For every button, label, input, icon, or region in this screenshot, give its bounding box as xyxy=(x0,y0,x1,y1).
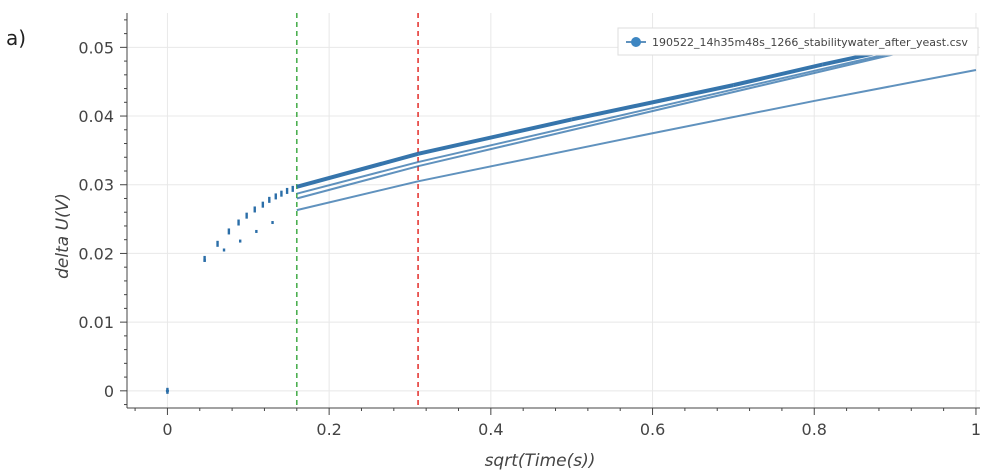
y-tick-label: 0.04 xyxy=(78,107,114,126)
x-axis-title: sqrt(Time(s)) xyxy=(485,451,596,470)
data-segment xyxy=(296,180,419,212)
data-point xyxy=(227,228,231,235)
y-axis-title: delta U(V) xyxy=(53,193,73,279)
data-point xyxy=(245,212,248,219)
data-segment xyxy=(296,165,419,200)
legend-entry-label: 190522_14h35m48s_1266_stabilitywater_aft… xyxy=(652,36,968,49)
data-point xyxy=(216,240,219,247)
data-segment xyxy=(814,69,977,102)
panel-label: a) xyxy=(6,26,27,50)
y-tick-label: 0.05 xyxy=(78,38,114,57)
reference-lines xyxy=(295,13,419,408)
series-layer xyxy=(165,29,977,394)
data-point xyxy=(274,193,277,200)
data-point xyxy=(291,185,294,192)
y-tick-label: 0.02 xyxy=(78,244,114,263)
data-point xyxy=(261,201,265,208)
data-point xyxy=(255,229,258,233)
data-point xyxy=(285,187,289,194)
data-segment xyxy=(417,34,977,168)
data-segment xyxy=(652,99,815,135)
y-tick-label: 0 xyxy=(104,382,114,401)
x-tick-label: 0.4 xyxy=(478,420,503,439)
x-tick-label: 0.6 xyxy=(640,420,665,439)
y-tick-label: 0.01 xyxy=(78,313,114,332)
legend: 190522_14h35m48s_1266_stabilitywater_aft… xyxy=(617,27,979,56)
data-point xyxy=(237,219,240,226)
data-point xyxy=(222,248,226,252)
data-point xyxy=(253,206,256,213)
x-tick-label: 0.8 xyxy=(802,420,827,439)
data-segment xyxy=(732,62,823,88)
data-point xyxy=(280,190,283,197)
data-point xyxy=(203,258,206,262)
legend-box xyxy=(617,27,979,56)
x-tick-label: 1 xyxy=(971,420,981,439)
data-segment xyxy=(296,161,419,195)
x-tick-label: 0 xyxy=(162,420,172,439)
data-point xyxy=(268,196,271,203)
data-segment xyxy=(571,83,734,122)
data-point xyxy=(165,389,170,393)
data-segment xyxy=(296,151,419,189)
x-tick-label: 0.2 xyxy=(316,420,341,439)
y-tick-label: 0.03 xyxy=(78,176,114,195)
data-point xyxy=(271,221,274,225)
data-point xyxy=(238,239,242,243)
data-segment xyxy=(417,132,653,183)
legend-marker-swatch xyxy=(631,37,641,47)
data-segment xyxy=(417,117,573,156)
axes: 0 0.2 0.4 0.6 0.8 1 0 0.01 0.02 0.03 0.04 0.05 xyxy=(78,13,981,439)
